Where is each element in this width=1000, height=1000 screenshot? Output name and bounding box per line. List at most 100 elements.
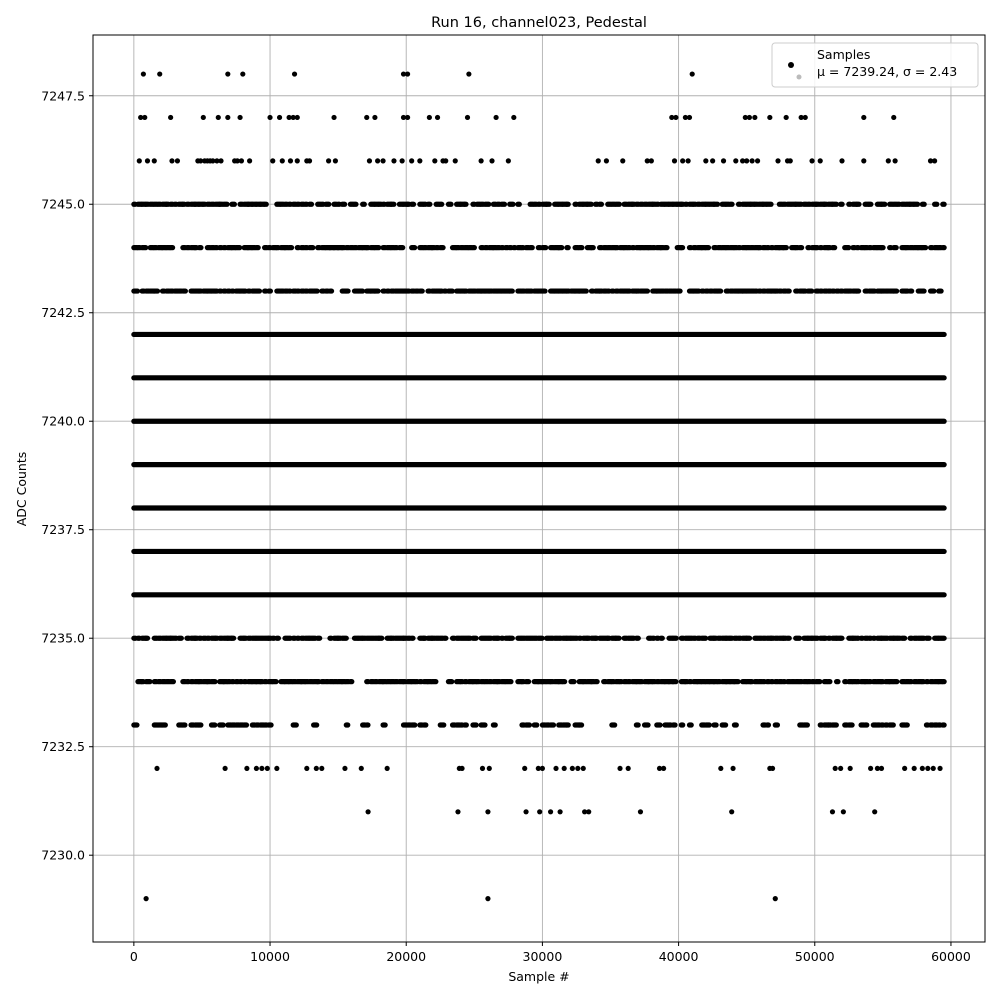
data-point: [279, 158, 285, 164]
data-point: [306, 158, 313, 164]
x-tick-label: 20000: [386, 949, 426, 964]
data-point: [455, 809, 461, 815]
data-point: [215, 114, 221, 121]
data-point: [656, 765, 663, 772]
data-point: [247, 158, 253, 164]
data-point: [466, 71, 472, 77]
data-point: [409, 158, 415, 164]
y-tick-label: 7237.5: [41, 522, 85, 537]
data-point: [144, 158, 151, 164]
data-point: [902, 765, 908, 772]
data-point: [878, 765, 885, 772]
data-point: [754, 158, 761, 164]
data-point: [325, 158, 332, 164]
data-point: [399, 158, 405, 164]
data-point: [553, 765, 559, 772]
data-point: [511, 114, 517, 121]
y-tick-label: 7242.5: [41, 305, 85, 320]
data-point: [417, 158, 423, 164]
data-point: [537, 809, 543, 815]
data-point: [434, 114, 441, 121]
data-point: [669, 114, 675, 121]
data-point: [680, 158, 686, 164]
data-point: [291, 71, 298, 77]
data-point: [861, 158, 867, 164]
data-point: [617, 765, 623, 772]
data-point: [582, 809, 588, 815]
data-point: [380, 158, 386, 164]
x-tick-label: 0: [130, 949, 138, 964]
data-point: [522, 765, 528, 772]
data-point: [569, 765, 575, 772]
data-point: [486, 765, 492, 772]
data-point: [874, 765, 881, 772]
data-point: [234, 158, 240, 164]
data-point: [769, 765, 776, 772]
data-point: [746, 114, 753, 121]
data-point: [157, 71, 163, 77]
data-point: [485, 896, 491, 902]
data-point: [832, 765, 838, 772]
data-point: [730, 765, 736, 772]
data-point: [718, 765, 724, 772]
data-point: [151, 158, 157, 164]
data-point: [332, 158, 339, 164]
data-point: [294, 158, 300, 164]
data-point: [739, 158, 746, 164]
y-tick-label: 7247.5: [41, 88, 85, 103]
data-point: [847, 765, 853, 772]
data-point: [210, 158, 216, 164]
data-point: [168, 114, 174, 121]
y-tick-label: 7245.0: [41, 197, 85, 212]
data-point: [274, 765, 280, 772]
data-point: [523, 809, 529, 815]
data-point: [200, 114, 206, 121]
data-point: [400, 114, 407, 121]
y-tick-label: 7240.0: [41, 414, 85, 429]
data-point: [809, 158, 815, 164]
data-point: [142, 114, 148, 121]
chart-title: Run 16, channel023, Pedestal: [431, 15, 647, 31]
data-point: [286, 114, 292, 121]
data-point: [682, 114, 688, 121]
data-point: [802, 114, 808, 121]
data-point: [493, 114, 499, 121]
axis-ticks: 0 10000 20000 30000 40000 50000 60000 7230.0 723…: [41, 88, 971, 964]
data-point: [720, 158, 727, 164]
data-point: [404, 71, 411, 77]
data-point: [264, 765, 270, 772]
data-point: [798, 114, 804, 121]
data-point: [839, 158, 845, 164]
data-point: [661, 765, 667, 772]
data-point: [365, 809, 371, 815]
x-tick-label: 50000: [795, 949, 835, 964]
data-point: [703, 158, 709, 164]
x-tick-label: 40000: [659, 949, 699, 964]
data-point: [838, 765, 844, 772]
legend-marker-secondary: [796, 74, 802, 80]
data-point: [686, 114, 693, 121]
data-point: [710, 158, 716, 164]
data-point: [535, 765, 541, 772]
data-point: [586, 809, 592, 815]
data-point: [671, 158, 678, 164]
data-point: [276, 114, 283, 121]
data-point: [342, 765, 348, 772]
data-point: [267, 114, 273, 121]
data-point: [426, 114, 432, 121]
data-point: [154, 765, 160, 772]
data-point: [366, 158, 373, 164]
data-point: [375, 158, 381, 164]
data-point: [603, 158, 610, 164]
data-point: [595, 158, 601, 164]
data-point: [222, 765, 228, 772]
legend-marker: [788, 62, 794, 68]
data-point: [744, 158, 750, 164]
data-point: [270, 158, 276, 164]
y-tick-label: 7232.5: [41, 739, 85, 754]
data-point: [197, 158, 204, 164]
data-point: [620, 158, 626, 164]
x-tick-label: 60000: [931, 949, 971, 964]
data-point: [443, 158, 449, 164]
